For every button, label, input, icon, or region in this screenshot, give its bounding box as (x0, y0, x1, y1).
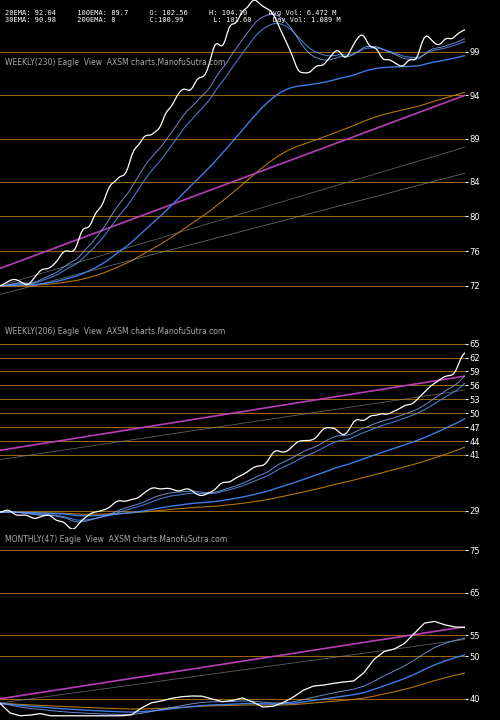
Text: WEEKLY(230) Eagle  View  AXSM charts.ManofuSutra.com: WEEKLY(230) Eagle View AXSM charts.Manof… (4, 58, 225, 67)
Text: 20EMA: 92.04     100EMA: 89.7     O: 102.56     H: 104.10     Avg Vol: 6.472 M
3: 20EMA: 92.04 100EMA: 89.7 O: 102.56 H: 1… (4, 9, 340, 22)
Text: MONTHLY(47) Eagle  View  AXSM charts.ManofuSutra.com: MONTHLY(47) Eagle View AXSM charts.Manof… (4, 535, 227, 544)
Text: WEEKLY(206) Eagle  View  AXSM charts.ManofuSutra.com: WEEKLY(206) Eagle View AXSM charts.Manof… (4, 327, 225, 336)
